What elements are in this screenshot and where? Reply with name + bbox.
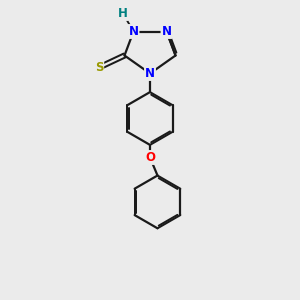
Text: H: H xyxy=(118,7,128,20)
Text: N: N xyxy=(145,67,155,80)
Text: O: O xyxy=(145,151,155,164)
Text: N: N xyxy=(128,25,139,38)
Text: N: N xyxy=(161,25,172,38)
Text: S: S xyxy=(95,61,103,74)
